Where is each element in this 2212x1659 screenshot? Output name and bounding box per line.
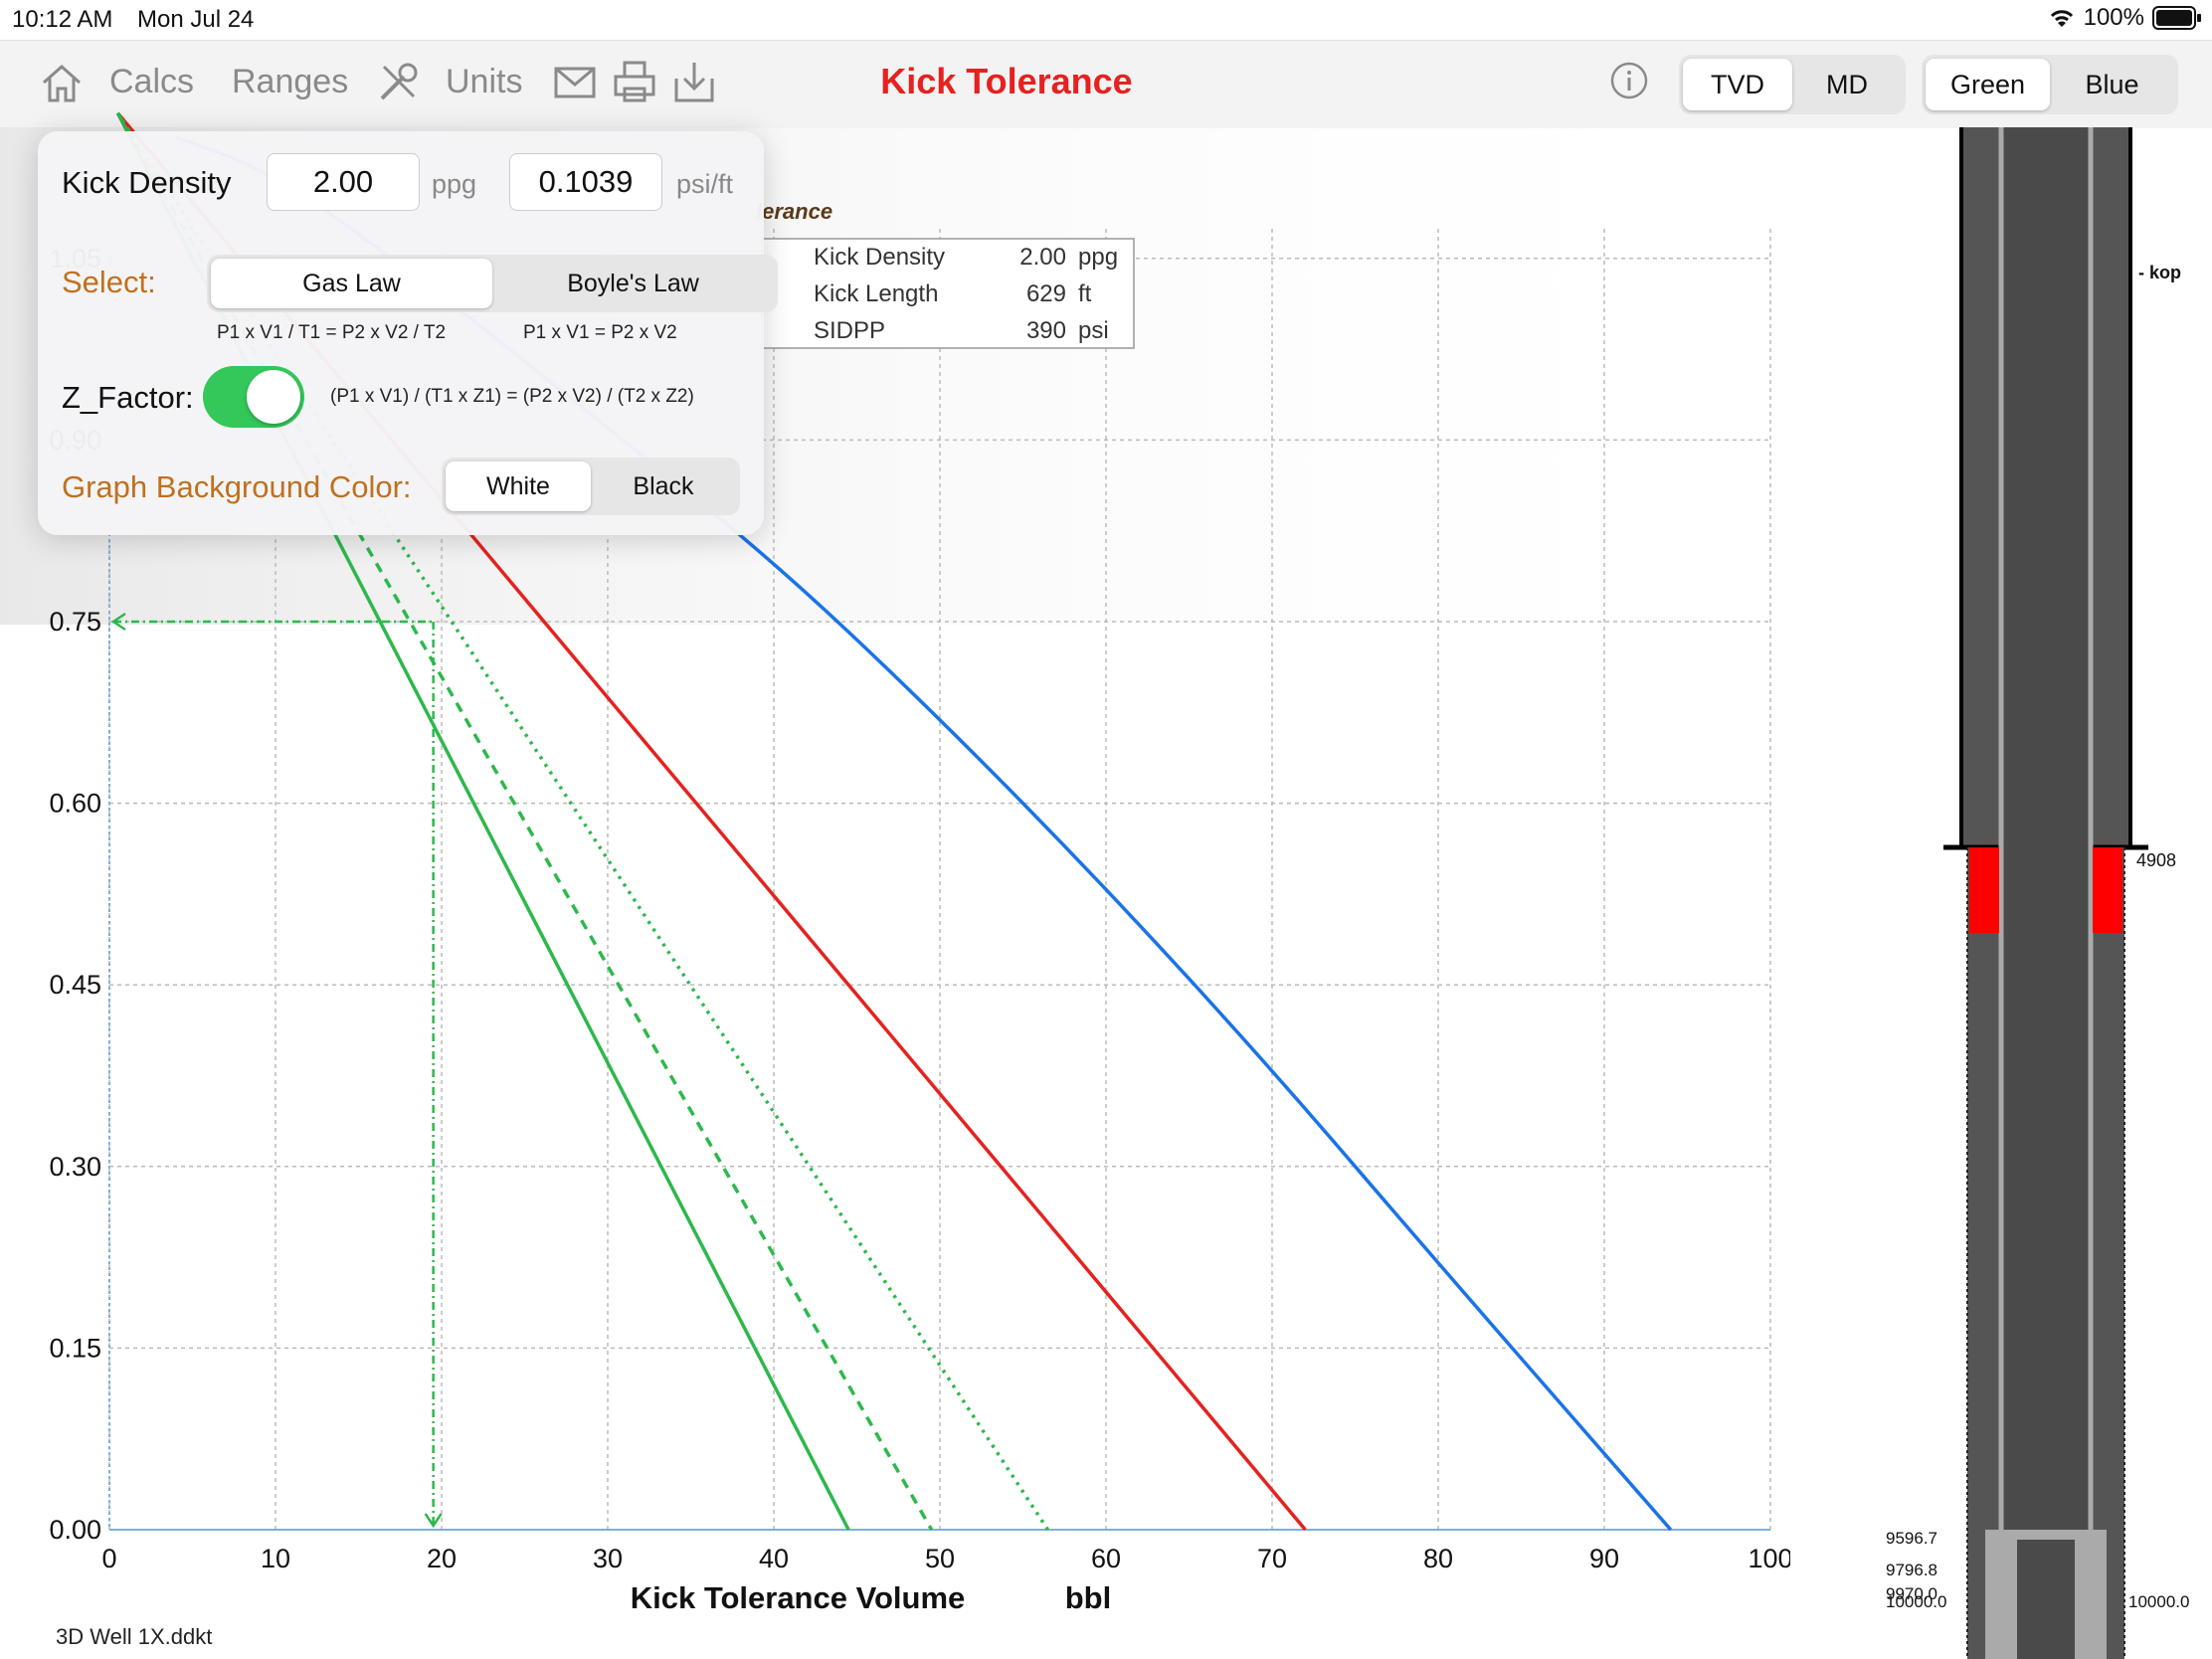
z-factor-toggle[interactable] bbox=[203, 366, 304, 428]
calcs-button[interactable]: Calcs bbox=[109, 63, 195, 100]
legend-label: Kick Length bbox=[814, 280, 938, 307]
depth-label-4: 10000.0 bbox=[1886, 1592, 1946, 1611]
bg-color-segmented: White Black bbox=[442, 458, 740, 515]
home-icon[interactable] bbox=[38, 59, 86, 106]
blue-option[interactable]: Blue bbox=[2085, 69, 2139, 99]
print-icon[interactable] bbox=[613, 59, 656, 106]
status-date: Mon Jul 24 bbox=[137, 6, 255, 33]
tools-icon[interactable] bbox=[374, 59, 422, 106]
z-factor-formula: (P1 x V1) / (T1 x Z1) = (P2 x V2) / (T2 … bbox=[330, 386, 694, 407]
color-theme-segmented: Green Blue bbox=[1922, 55, 2178, 114]
x-tick-label: 40 bbox=[759, 1544, 789, 1573]
kick-density-ppg-input[interactable]: 2.00 bbox=[267, 153, 420, 211]
legend-value: 390 bbox=[1026, 317, 1066, 344]
depth-label-1: 9596.7 bbox=[1886, 1529, 1937, 1548]
green-option[interactable]: Green bbox=[1926, 59, 2050, 110]
legend-unit: ppg bbox=[1078, 244, 1118, 271]
x-tick-label: 20 bbox=[427, 1544, 457, 1573]
gas-law-option[interactable]: Gas Law bbox=[211, 259, 492, 308]
depth-label-2: 9796.8 bbox=[1886, 1561, 1937, 1579]
y-tick-label: 0.60 bbox=[49, 789, 101, 819]
shoe-depth-label: 4908 bbox=[2136, 850, 2176, 870]
units-button[interactable]: Units bbox=[446, 63, 523, 100]
boyles-law-option[interactable]: Boyle's Law bbox=[567, 269, 699, 297]
export-icon[interactable] bbox=[672, 59, 716, 106]
select-label: Select: bbox=[62, 265, 156, 299]
x-tick-label: 30 bbox=[593, 1544, 623, 1573]
page-title: Kick Tolerance bbox=[880, 61, 1133, 101]
legend-unit: psi bbox=[1078, 317, 1109, 344]
tvd-option[interactable]: TVD bbox=[1683, 59, 1792, 110]
wifi-icon bbox=[2050, 10, 2073, 27]
x-tick-label: 60 bbox=[1091, 1544, 1121, 1573]
y-tick-label: 0.45 bbox=[49, 970, 101, 1000]
drill-string bbox=[2001, 127, 2091, 1530]
legend-value: 629 bbox=[1026, 280, 1066, 307]
mail-icon[interactable] bbox=[553, 59, 597, 106]
battery-icon bbox=[2152, 6, 2201, 30]
kick-density-psift-input[interactable]: 0.1039 bbox=[509, 153, 662, 211]
chart-title-fragment: lerance bbox=[756, 199, 832, 224]
x-tick-label: 100 bbox=[1748, 1544, 1790, 1573]
gas-law-formula: P1 x V1 / T1 = P2 x V2 / T2 bbox=[217, 322, 447, 343]
file-name: 3D Well 1X.ddkt bbox=[56, 1624, 213, 1649]
bottom-depth-label: 10000.0 bbox=[2128, 1592, 2189, 1611]
legend-label: SIDPP bbox=[814, 317, 885, 344]
legend-value: 2.00 bbox=[1019, 244, 1066, 271]
depth-label-3: 9970.0 bbox=[1886, 1584, 1937, 1603]
x-tick-label: 80 bbox=[1423, 1544, 1453, 1573]
y-tick-label: 0.15 bbox=[49, 1333, 101, 1363]
x-axis-unit: bbl bbox=[1065, 1580, 1112, 1615]
psift-unit-label: psi/ft bbox=[676, 169, 734, 199]
settings-popover: Kick Density 2.00 ppg 0.1039 psi/ft Sele… bbox=[38, 131, 778, 535]
kick-zone-right bbox=[2093, 847, 2122, 933]
md-option[interactable]: MD bbox=[1826, 69, 1868, 99]
y-tick-label: 0.75 bbox=[49, 607, 101, 637]
battery-percent: 100% bbox=[2083, 4, 2144, 31]
status-time: 10:12 AM bbox=[12, 6, 113, 33]
depth-mode-segmented: TVD MD bbox=[1679, 55, 1906, 114]
x-tick-label: 0 bbox=[101, 1544, 116, 1573]
kick-density-label: Kick Density bbox=[62, 165, 232, 200]
x-tick-label: 90 bbox=[1589, 1544, 1619, 1573]
marker-arrow-left bbox=[110, 612, 126, 632]
x-tick-label: 10 bbox=[261, 1544, 290, 1573]
toggle-knob bbox=[247, 370, 300, 424]
ranges-button[interactable]: Ranges bbox=[232, 63, 349, 100]
law-segmented: Gas Law Boyle's Law bbox=[207, 255, 778, 312]
info-icon[interactable] bbox=[1609, 61, 1649, 100]
ppg-unit-label: ppg bbox=[432, 169, 477, 199]
graph-bg-label: Graph Background Color: bbox=[62, 469, 412, 504]
y-tick-label: 0.30 bbox=[49, 1152, 101, 1182]
kick-zone-left bbox=[1969, 847, 1999, 933]
boyles-law-formula: P1 x V1 = P2 x V2 bbox=[523, 322, 677, 343]
white-option[interactable]: White bbox=[446, 461, 591, 511]
legend-unit: ft bbox=[1078, 280, 1092, 307]
y-tick-label: 0.00 bbox=[49, 1515, 101, 1545]
kop-label: - kop bbox=[2138, 263, 2181, 282]
well-schematic: - kop 4908 9596.7 9796.8 9970.0 10000.0 … bbox=[1886, 127, 2189, 1659]
x-tick-label: 70 bbox=[1257, 1544, 1287, 1573]
x-tick-label: 50 bbox=[925, 1544, 955, 1573]
legend-label: Kick Density bbox=[814, 244, 945, 271]
black-option[interactable]: Black bbox=[633, 471, 694, 500]
toolbar: Calcs Ranges Units Kick Tolerance TVD MD… bbox=[0, 40, 2212, 128]
status-bar: 10:12 AM Mon Jul 24 100% bbox=[0, 0, 2212, 40]
status-right: 100% bbox=[2048, 4, 2202, 32]
z-factor-label: Z_Factor: bbox=[62, 380, 194, 415]
x-axis-label: Kick Tolerance Volume bbox=[631, 1580, 966, 1615]
marker-arrow-down bbox=[424, 1513, 443, 1529]
